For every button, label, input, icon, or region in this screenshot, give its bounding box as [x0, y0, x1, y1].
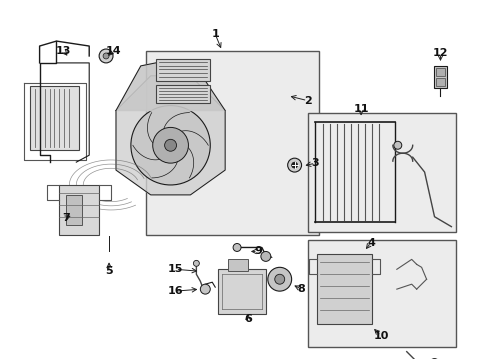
Text: 12: 12 [432, 48, 447, 58]
Text: 7: 7 [62, 213, 70, 223]
Text: 9: 9 [253, 247, 261, 256]
Text: 6: 6 [244, 314, 251, 324]
Bar [155, 85, 210, 103]
Text: 16: 16 [167, 286, 183, 296]
Circle shape [274, 274, 284, 284]
Text: 10: 10 [372, 331, 388, 341]
Bar [218, 269, 265, 314]
Circle shape [164, 139, 176, 151]
Text: 15: 15 [167, 264, 183, 274]
Polygon shape [116, 76, 224, 195]
Text: 4: 4 [366, 238, 374, 248]
Text: 8: 8 [297, 284, 305, 294]
Polygon shape [116, 61, 224, 111]
Circle shape [287, 158, 301, 172]
Circle shape [393, 141, 401, 149]
Text: 13: 13 [56, 46, 71, 56]
Bar [317, 255, 371, 324]
Circle shape [200, 284, 210, 294]
Bar [155, 59, 210, 81]
Bar [145, 51, 319, 235]
Text: 5: 5 [105, 266, 113, 276]
Bar [66, 195, 82, 225]
Circle shape [267, 267, 291, 291]
Bar [435, 78, 445, 86]
Text: 3: 3 [311, 158, 319, 168]
Circle shape [428, 359, 439, 360]
Bar [307, 239, 455, 347]
Bar [228, 260, 247, 271]
Text: 2: 2 [303, 96, 311, 105]
Bar [433, 66, 447, 88]
Circle shape [193, 260, 199, 266]
Circle shape [152, 127, 188, 163]
Bar [307, 113, 455, 231]
Bar [30, 86, 79, 150]
Circle shape [260, 251, 270, 261]
Circle shape [233, 243, 241, 251]
Circle shape [103, 53, 109, 59]
Circle shape [131, 105, 210, 185]
Text: 11: 11 [353, 104, 368, 113]
Text: 1: 1 [211, 29, 219, 39]
Circle shape [99, 49, 113, 63]
Circle shape [291, 162, 297, 168]
Bar [60, 185, 99, 235]
Bar [435, 68, 445, 76]
Text: 14: 14 [105, 46, 121, 56]
